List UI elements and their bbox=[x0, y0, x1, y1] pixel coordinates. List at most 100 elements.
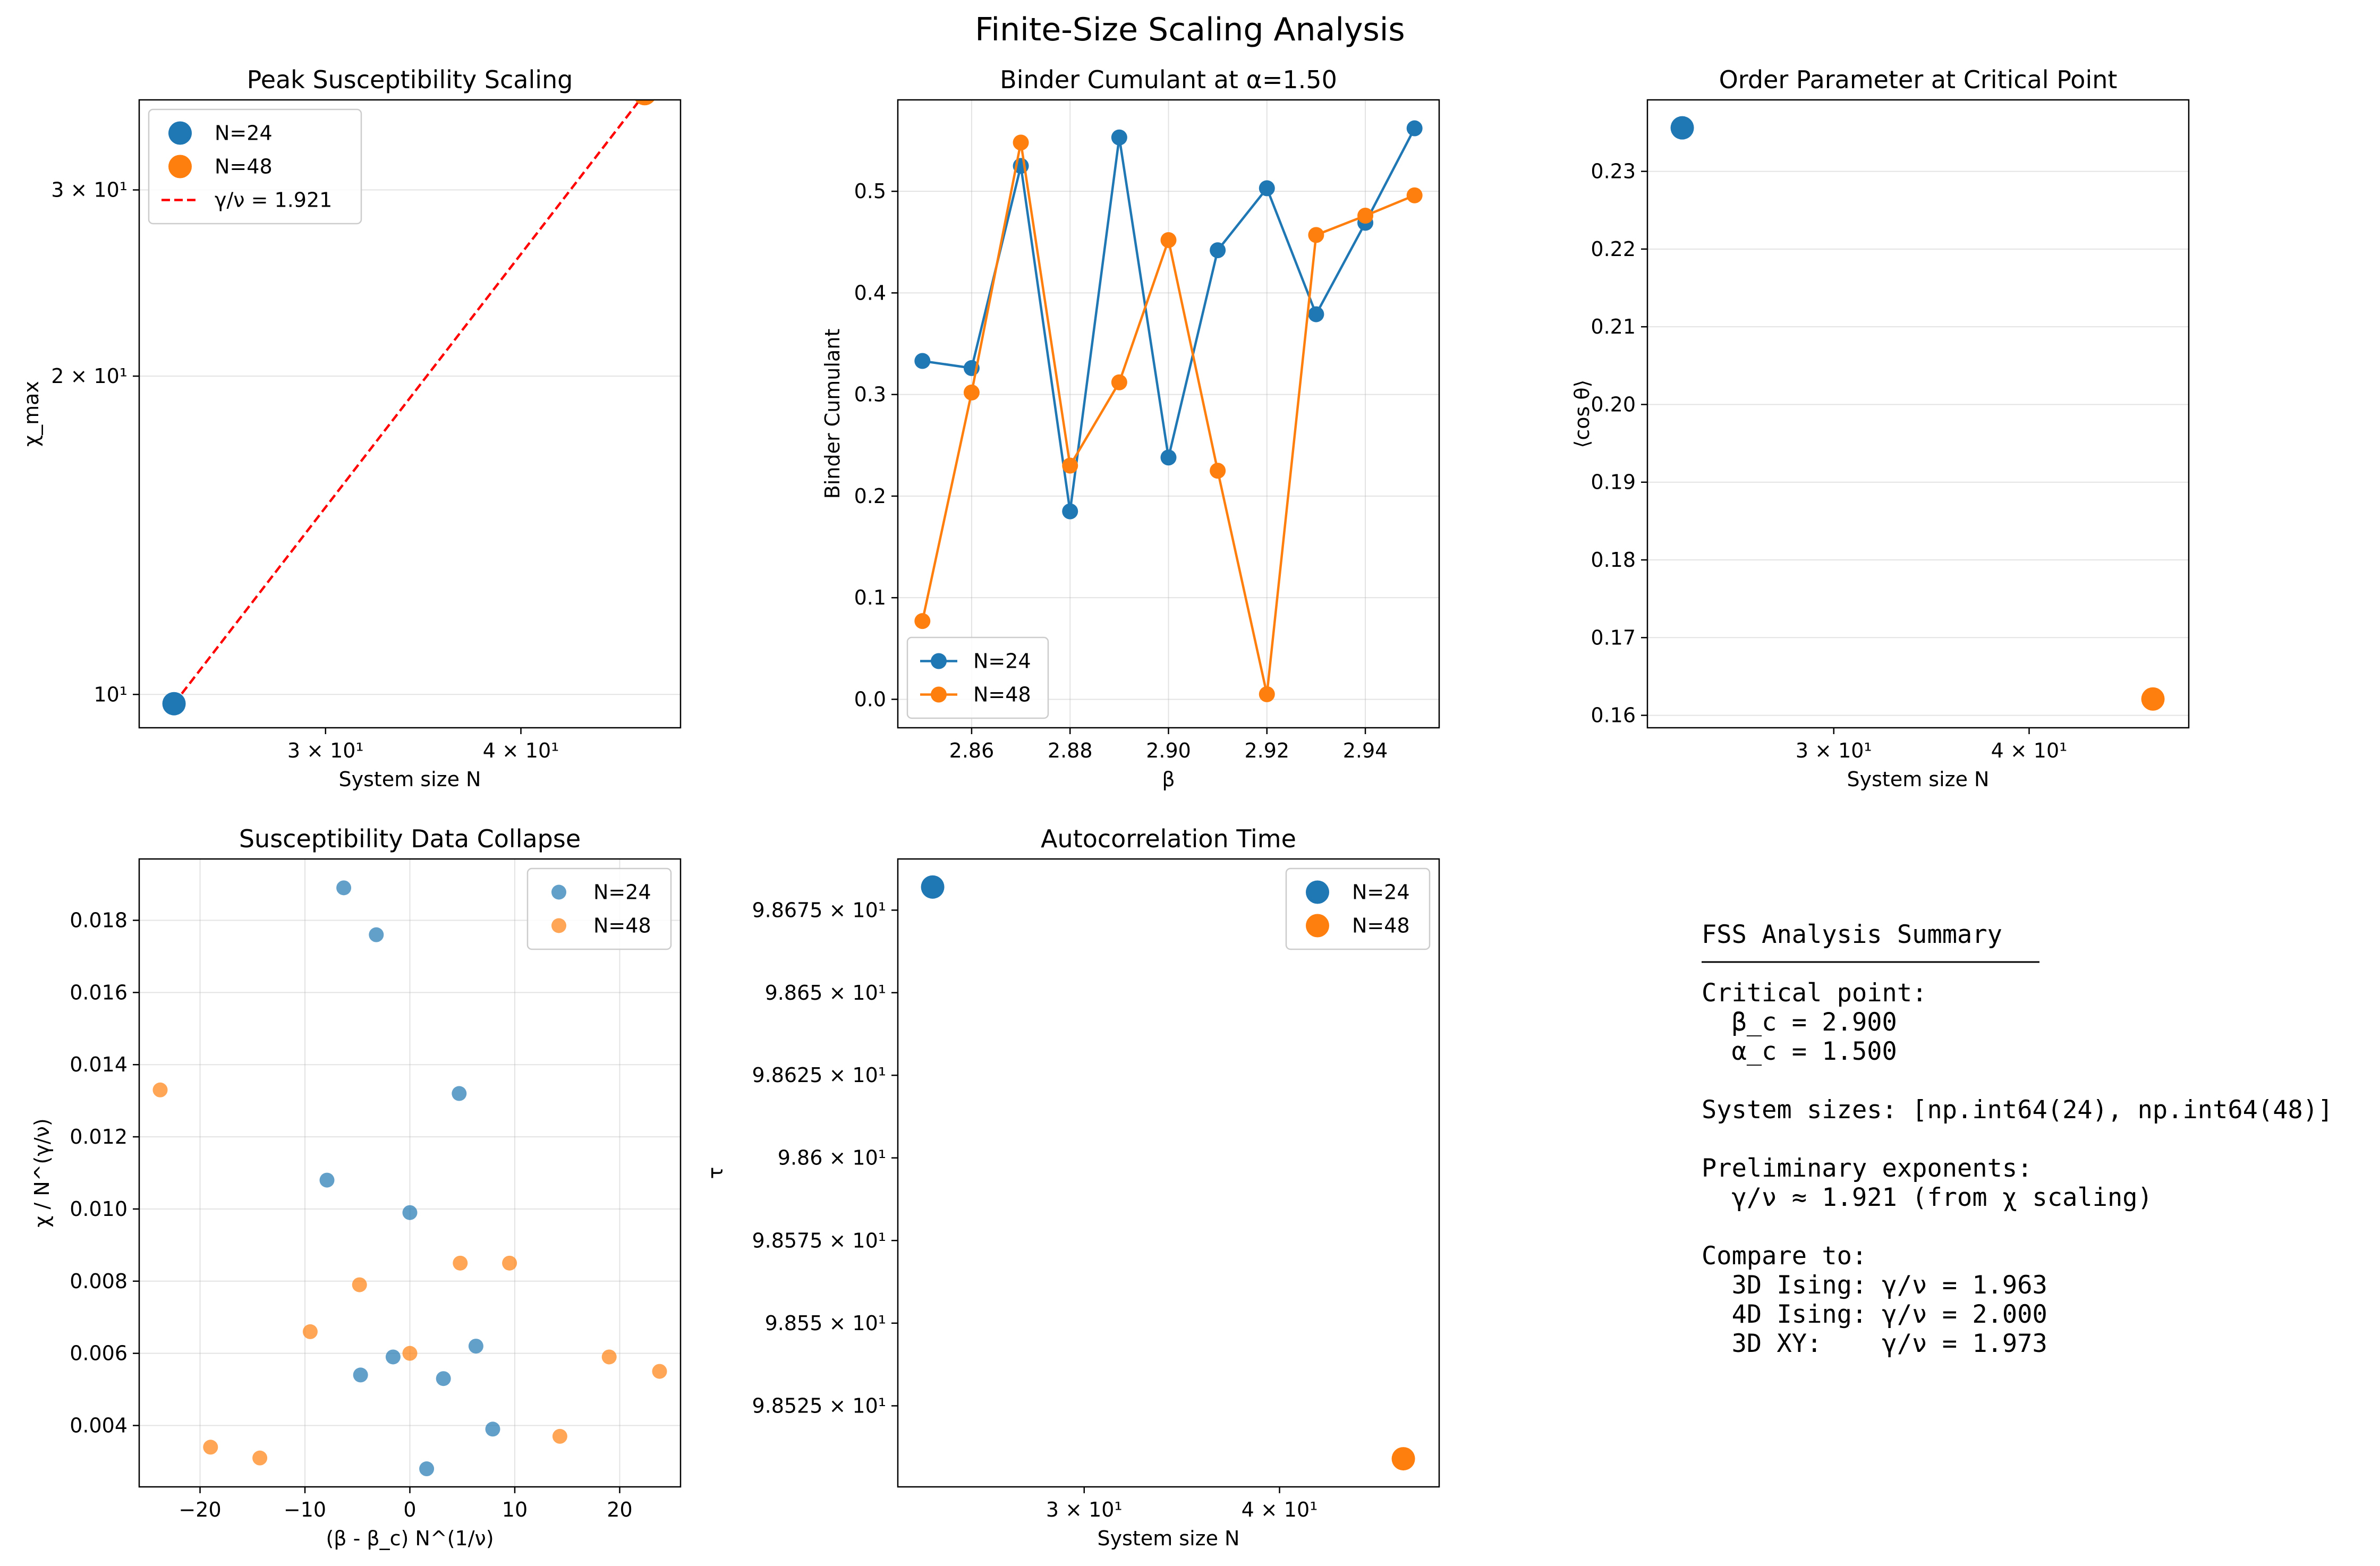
data-point bbox=[1670, 116, 1694, 140]
data-point bbox=[1160, 232, 1177, 248]
y-tick-label: 0.012 bbox=[70, 1125, 128, 1148]
x-axis-label: (β - β_c) N^(1/ν) bbox=[326, 1527, 494, 1550]
data-point bbox=[452, 1086, 467, 1101]
data-point bbox=[419, 1461, 435, 1477]
y-tick-label: 2 × 10¹ bbox=[51, 364, 128, 388]
data-point bbox=[1357, 208, 1374, 224]
y-axis-label: ⟨cos θ⟩ bbox=[1570, 380, 1594, 448]
axes-frame bbox=[138, 99, 682, 729]
chart-order-parameter: 3 × 10¹ 4 × 10¹ 0.16 0.17 0.18 0.19 0.20 0.21 0.… bbox=[1570, 65, 2190, 791]
legend-marker bbox=[931, 653, 947, 669]
series-n48 bbox=[152, 1082, 667, 1466]
y-tick-label: 9.86 × 10¹ bbox=[778, 1146, 886, 1170]
x-tick-label: 2.92 bbox=[1244, 739, 1289, 762]
grid bbox=[1647, 171, 2189, 716]
data-point bbox=[1210, 242, 1226, 259]
data-point bbox=[436, 1371, 451, 1386]
grid bbox=[139, 859, 681, 1487]
data-point bbox=[302, 1324, 318, 1339]
chart-title: Peak Susceptibility Scaling bbox=[247, 65, 573, 94]
x-axis-label: System size N bbox=[1847, 768, 1990, 791]
summary-line: Preliminary exponents: bbox=[1702, 1154, 2033, 1183]
x-tick-label: 4 × 10¹ bbox=[1242, 1498, 1318, 1521]
data-point bbox=[162, 692, 186, 716]
summary-line: β_c = 2.900 bbox=[1702, 1008, 1897, 1037]
data-point bbox=[336, 880, 352, 896]
summary-line: Critical point: bbox=[1702, 978, 1927, 1008]
data-point bbox=[453, 1255, 468, 1271]
data-point bbox=[402, 1205, 418, 1220]
x-tick-label: −10 bbox=[284, 1498, 326, 1521]
data-point bbox=[914, 613, 931, 629]
y-tick-label: 0.5 bbox=[854, 180, 886, 203]
data-point bbox=[319, 1172, 335, 1188]
legend-marker bbox=[1306, 880, 1329, 904]
legend-label: N=48 bbox=[215, 155, 273, 178]
data-point bbox=[552, 1428, 567, 1444]
y-tick-label: 9.8625 × 10¹ bbox=[752, 1063, 886, 1087]
x-axis-label: System size N bbox=[339, 768, 481, 791]
y-tick-label: 0.014 bbox=[70, 1053, 128, 1076]
y-tick-label: 0.18 bbox=[1591, 548, 1636, 572]
data-point bbox=[1013, 134, 1029, 151]
y-tick-label: 0.21 bbox=[1591, 315, 1636, 338]
plot-area bbox=[898, 859, 1439, 1487]
legend-marker bbox=[168, 155, 192, 178]
data-point bbox=[1062, 457, 1078, 474]
data-point bbox=[921, 875, 945, 899]
x-tick-label: −20 bbox=[178, 1498, 221, 1521]
legend: N=24 N=48 γ/ν = 1.921 bbox=[148, 108, 362, 225]
y-tick-label: 0.4 bbox=[854, 281, 886, 304]
data-point bbox=[1391, 1447, 1415, 1471]
y-axis-label: χ_max bbox=[20, 381, 43, 447]
data-point bbox=[203, 1440, 218, 1455]
summary-line: 4D Ising: γ/ν = 2.000 bbox=[1702, 1300, 2047, 1329]
y-tick-label: 9.8675 × 10¹ bbox=[752, 898, 886, 922]
data-point bbox=[1111, 129, 1127, 146]
series-n24 bbox=[921, 875, 945, 899]
x-tick-label: 20 bbox=[607, 1498, 632, 1521]
y-tick-label: 0.20 bbox=[1591, 393, 1636, 416]
axes-frame bbox=[897, 99, 1440, 729]
data-layer bbox=[1670, 116, 2165, 711]
legend: N=24 N=48 bbox=[526, 867, 672, 950]
data-point bbox=[352, 1277, 367, 1292]
summary-line: System sizes: [np.int64(24), np.int64(48… bbox=[1702, 1095, 2333, 1125]
y-tick-label: 0.0 bbox=[854, 687, 886, 711]
x-tick-label: 0 bbox=[403, 1498, 416, 1521]
data-layer bbox=[914, 120, 1423, 702]
legend-label: N=24 bbox=[973, 650, 1031, 673]
series-n24 bbox=[319, 880, 500, 1477]
y-tick-label: 0.17 bbox=[1591, 626, 1636, 649]
legend-marker bbox=[1306, 914, 1329, 938]
axes-frame bbox=[1646, 99, 2190, 729]
plot-area bbox=[1647, 100, 2189, 728]
data-point bbox=[502, 1255, 517, 1271]
chart-autocorrelation: 3 × 10¹ 4 × 10¹ 9.8525 × 10¹ 9.855 × 10¹ 9.8… bbox=[704, 824, 1440, 1550]
x-tick-label: 3 × 10¹ bbox=[287, 739, 364, 762]
data-point bbox=[1406, 187, 1423, 203]
data-point bbox=[1259, 180, 1275, 197]
series-n48 bbox=[1391, 1447, 1415, 1471]
y-tick-label: 0.2 bbox=[854, 484, 886, 508]
y-tick-label: 3 × 10¹ bbox=[51, 178, 128, 202]
chart-data-collapse: −20 −10 0 10 20 0.004 0.006 0.008 0.010 0.012 0.01… bbox=[30, 824, 682, 1550]
x-tick-label: 2.86 bbox=[949, 739, 994, 762]
data-point bbox=[468, 1339, 483, 1354]
x-axis-label: β bbox=[1162, 768, 1175, 791]
legend-label: N=48 bbox=[1352, 914, 1410, 938]
data-point bbox=[652, 1364, 667, 1379]
legend-marker bbox=[551, 884, 566, 900]
data-point bbox=[1160, 449, 1177, 466]
legend-box bbox=[148, 108, 362, 225]
data-point bbox=[252, 1450, 268, 1466]
series-n48 bbox=[2141, 687, 2165, 711]
figure-title: Finite-Size Scaling Analysis bbox=[975, 11, 1405, 48]
y-tick-label: 0.006 bbox=[70, 1342, 128, 1365]
data-point bbox=[1062, 503, 1078, 520]
legend-label: N=24 bbox=[215, 122, 273, 145]
plot-area bbox=[898, 100, 1439, 728]
data-point bbox=[914, 353, 931, 369]
y-tick-label: 0.23 bbox=[1591, 160, 1636, 183]
data-point bbox=[2141, 687, 2165, 711]
